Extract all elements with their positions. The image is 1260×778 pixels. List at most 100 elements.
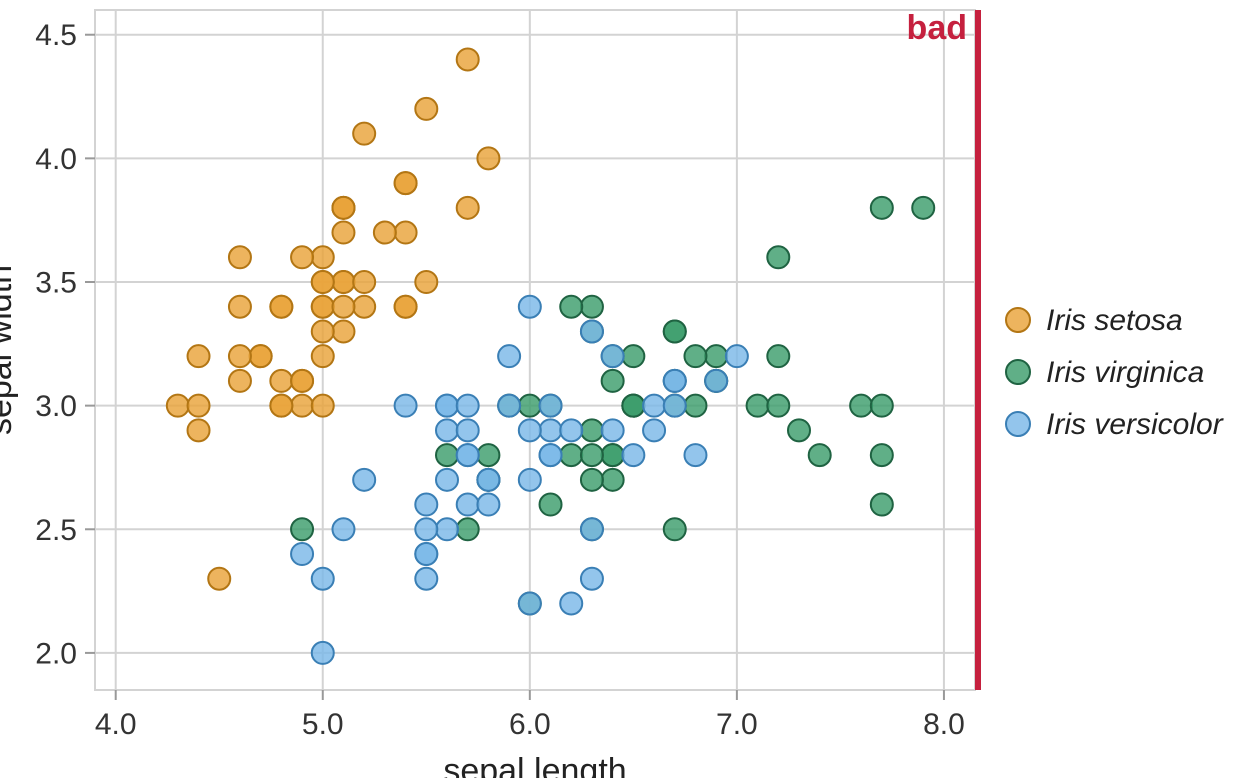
data-point: [581, 568, 603, 590]
data-point: [167, 395, 189, 417]
data-point: [726, 345, 748, 367]
data-point: [229, 370, 251, 392]
data-point: [705, 370, 727, 392]
data-point: [871, 197, 893, 219]
data-point: [747, 395, 769, 417]
y-tick-label: 2.0: [35, 637, 77, 670]
x-tick-label: 4.0: [95, 708, 137, 741]
data-point: [850, 395, 872, 417]
data-point: [477, 147, 499, 169]
data-point: [519, 469, 541, 491]
data-point: [498, 345, 520, 367]
data-point: [353, 123, 375, 145]
data-point: [415, 543, 437, 565]
legend-marker: [1006, 308, 1030, 332]
data-point: [188, 395, 210, 417]
data-point: [871, 494, 893, 516]
data-point: [560, 296, 582, 318]
data-point: [353, 296, 375, 318]
data-point: [395, 296, 417, 318]
data-point: [664, 320, 686, 342]
data-point: [415, 98, 437, 120]
data-point: [312, 296, 334, 318]
data-point: [457, 444, 479, 466]
data-point: [332, 222, 354, 244]
data-point: [809, 444, 831, 466]
data-point: [581, 444, 603, 466]
data-point: [395, 395, 417, 417]
data-point: [767, 246, 789, 268]
legend-label: Iris setosa: [1046, 304, 1183, 337]
legend-marker: [1006, 412, 1030, 436]
data-point: [602, 419, 624, 441]
data-point: [270, 370, 292, 392]
data-point: [664, 518, 686, 540]
data-point: [622, 345, 644, 367]
data-point: [229, 296, 251, 318]
data-point: [684, 345, 706, 367]
scatter-chart: 4.05.06.07.08.02.02.53.03.54.04.5sepal l…: [0, 0, 1260, 778]
data-point: [436, 419, 458, 441]
data-point: [229, 345, 251, 367]
data-point: [415, 494, 437, 516]
y-axis-title: sepal width: [0, 265, 19, 435]
data-point: [250, 345, 272, 367]
data-point: [540, 395, 562, 417]
x-tick-label: 5.0: [302, 708, 344, 741]
data-point: [457, 197, 479, 219]
data-point: [332, 271, 354, 293]
data-point: [560, 419, 582, 441]
data-point: [436, 518, 458, 540]
data-point: [581, 296, 603, 318]
data-point: [395, 172, 417, 194]
data-point: [602, 370, 624, 392]
data-point: [291, 246, 313, 268]
data-point: [581, 469, 603, 491]
data-point: [457, 395, 479, 417]
data-point: [332, 296, 354, 318]
data-point: [767, 395, 789, 417]
data-point: [477, 444, 499, 466]
x-tick-label: 6.0: [509, 708, 551, 741]
data-point: [415, 271, 437, 293]
data-point: [312, 395, 334, 417]
data-point: [622, 444, 644, 466]
y-tick-label: 4.5: [35, 19, 77, 52]
data-point: [664, 370, 686, 392]
data-point: [477, 469, 499, 491]
legend-marker: [1006, 360, 1030, 384]
data-point: [705, 345, 727, 367]
data-point: [270, 395, 292, 417]
data-point: [581, 419, 603, 441]
data-point: [332, 197, 354, 219]
data-point: [519, 395, 541, 417]
data-point: [188, 345, 210, 367]
data-point: [871, 395, 893, 417]
data-point: [415, 518, 437, 540]
data-point: [312, 246, 334, 268]
data-point: [912, 197, 934, 219]
data-point: [436, 469, 458, 491]
data-point: [457, 518, 479, 540]
data-point: [332, 320, 354, 342]
data-point: [353, 271, 375, 293]
data-point: [229, 246, 251, 268]
x-tick-label: 8.0: [923, 708, 965, 741]
data-point: [519, 419, 541, 441]
chart-container: { "chart": { "type": "scatter", "badge":…: [0, 0, 1260, 778]
data-point: [643, 419, 665, 441]
data-point: [684, 444, 706, 466]
bad-badge: bad: [907, 9, 967, 47]
data-point: [291, 395, 313, 417]
data-point: [208, 568, 230, 590]
data-point: [871, 444, 893, 466]
data-point: [291, 370, 313, 392]
x-tick-label: 7.0: [716, 708, 758, 741]
y-tick-label: 2.5: [35, 514, 77, 547]
data-point: [540, 494, 562, 516]
data-point: [312, 320, 334, 342]
legend-label: Iris versicolor: [1046, 408, 1224, 441]
data-point: [436, 395, 458, 417]
data-point: [540, 419, 562, 441]
x-axis-title: sepal length: [443, 752, 626, 778]
